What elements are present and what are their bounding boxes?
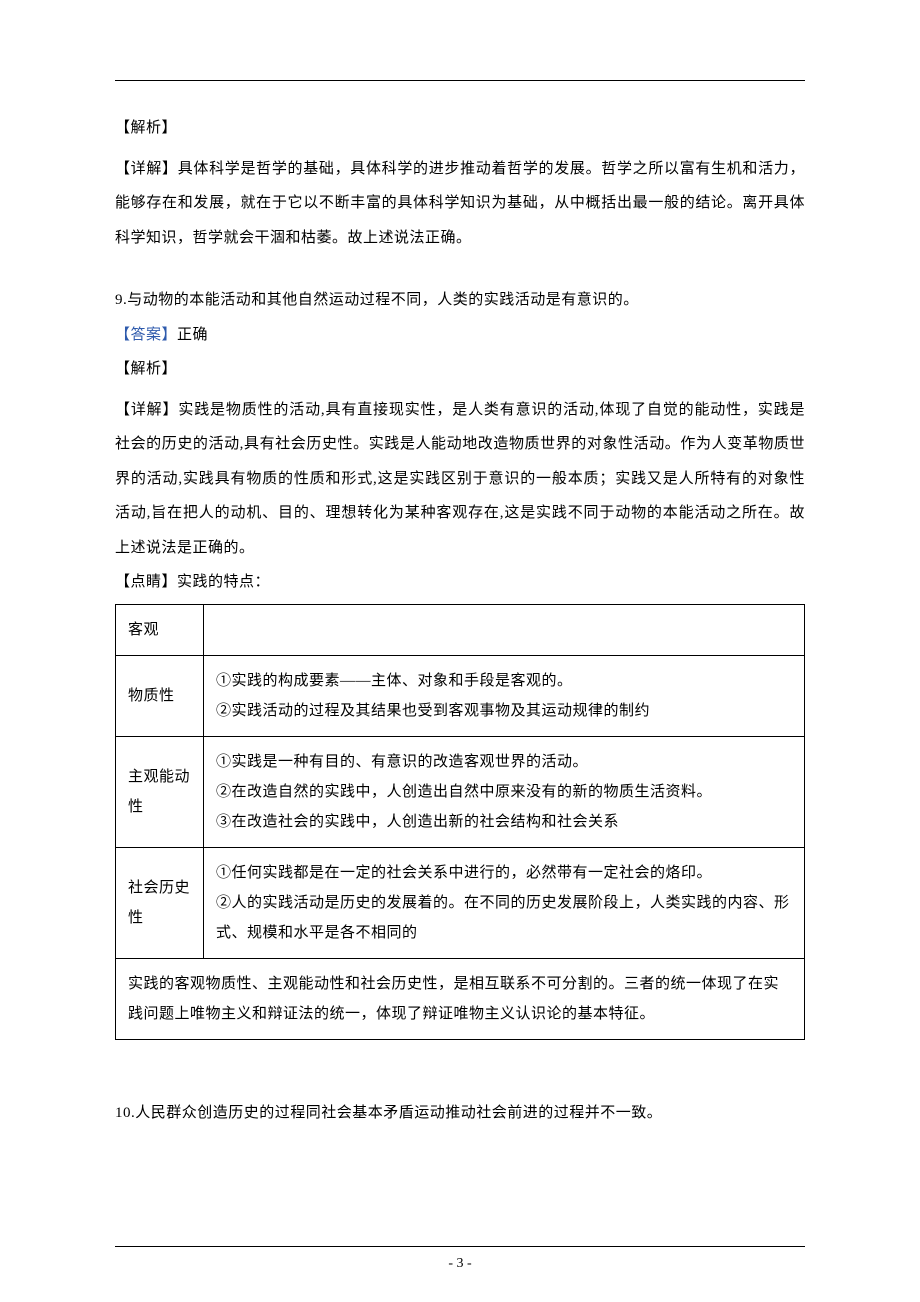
footer-rule — [115, 1246, 805, 1247]
table-row: 物质性 ①实践的构成要素——主体、对象和手段是客观的。②实践活动的过程及其结果也… — [116, 655, 805, 736]
analysis-label: 【解析】 — [115, 120, 177, 136]
answer-value: 正确 — [177, 327, 208, 343]
table-cell: ①实践是一种有目的、有意识的改造客观世界的活动。②在改造自然的实践中，人创造出自… — [204, 736, 805, 847]
page-container: 【解析】 【详解】具体科学是哲学的基础，具体科学的进步推动着哲学的发展。哲学之所… — [0, 0, 920, 1302]
table-cell: ①实践的构成要素——主体、对象和手段是客观的。②实践活动的过程及其结果也受到客观… — [204, 655, 805, 736]
q8-analysis-block: 【解析】 — [115, 111, 805, 146]
table-cell: 主观能动性 — [116, 736, 204, 847]
table-row: 主观能动性 ①实践是一种有目的、有意识的改造客观世界的活动。②在改造自然的实践中… — [116, 736, 805, 847]
table-cell: 物质性 — [116, 655, 204, 736]
table-cell: ①任何实践都是在一定的社会关系中进行的，必然带有一定社会的烙印。②人的实践活动是… — [204, 847, 805, 958]
q8-detail-text: 【详解】具体科学是哲学的基础，具体科学的进步推动着哲学的发展。哲学之所以富有生机… — [115, 152, 805, 256]
table-cell: 客观 — [116, 604, 204, 655]
practice-table: 客观 物质性 ①实践的构成要素——主体、对象和手段是客观的。②实践活动的过程及其… — [115, 604, 805, 1040]
table-row: 社会历史性 ①任何实践都是在一定的社会关系中进行的，必然带有一定社会的烙印。②人… — [116, 847, 805, 958]
page-number: - 3 - — [0, 1256, 920, 1272]
spacer — [115, 1068, 805, 1096]
analysis-label: 【解析】 — [115, 361, 177, 377]
q9-detail-text: 【详解】实践是物质性的活动,具有直接现实性，是人类有意识的活动,体现了自觉的能动… — [115, 393, 805, 566]
table-row: 实践的客观物质性、主观能动性和社会历史性，是相互联系不可分割的。三者的统一体现了… — [116, 958, 805, 1039]
answer-label: 【答案】 — [115, 327, 177, 343]
table-cell: 社会历史性 — [116, 847, 204, 958]
table-cell-merged: 实践的客观物质性、主观能动性和社会历史性，是相互联系不可分割的。三者的统一体现了… — [116, 958, 805, 1039]
table-cell — [204, 604, 805, 655]
q9-tips-label: 【点睛】实践的特点： — [115, 565, 805, 600]
q9-question-text: 9.与动物的本能活动和其他自然运动过程不同，人类的实践活动是有意识的。 — [115, 283, 805, 318]
table-row: 客观 — [116, 604, 805, 655]
q9-analysis-block: 【解析】 — [115, 352, 805, 387]
spacer — [115, 255, 805, 283]
spacer — [115, 1040, 805, 1068]
q9-answer-line: 【答案】正确 — [115, 318, 805, 353]
q10-question-text: 10.人民群众创造历史的过程同社会基本矛盾运动推动社会前进的过程并不一致。 — [115, 1096, 805, 1131]
header-rule — [115, 80, 805, 81]
